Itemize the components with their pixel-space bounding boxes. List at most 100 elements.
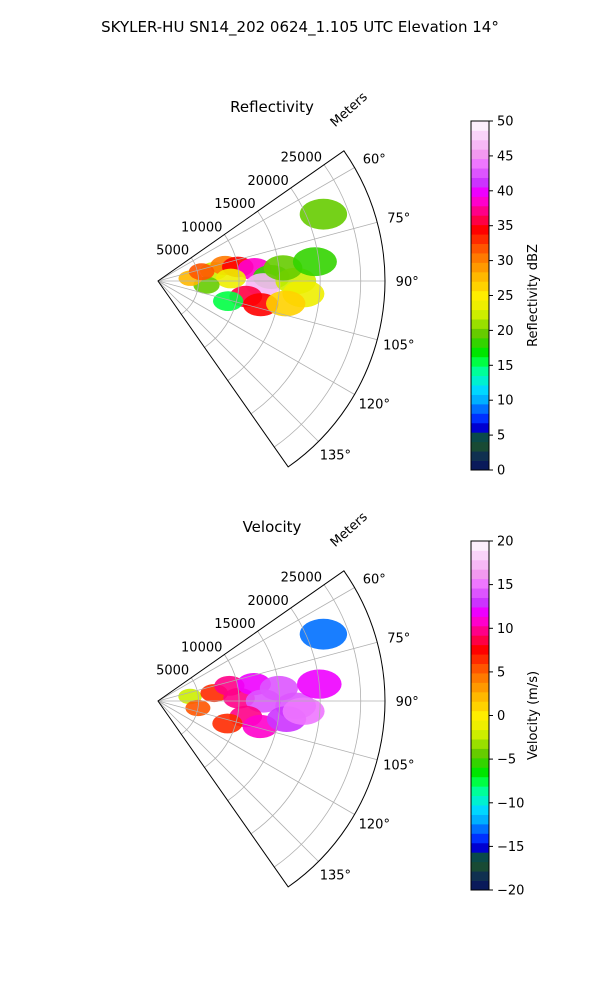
colorbar-segment (471, 578, 489, 589)
range-ring (274, 584, 361, 868)
colorbar-segment (471, 871, 489, 881)
colorbar-segment (471, 625, 489, 636)
colorbar-segment (471, 842, 489, 853)
sector-frame (157, 570, 386, 888)
colorbar-segment (471, 451, 489, 461)
azimuth-tick-label: 90° (396, 695, 419, 710)
colorbar-segment (471, 177, 489, 188)
range-tick-label: 15000 (214, 197, 255, 212)
sector-frame (157, 150, 386, 468)
colorbar-segment (471, 290, 489, 301)
colorbar-tick-label: 20 (497, 324, 514, 339)
azimuth-tick-label: 90° (396, 275, 419, 290)
colorbar-segment (471, 394, 489, 405)
colorbar-segment (471, 776, 489, 787)
range-tick-label: 25000 (281, 151, 322, 166)
colorbar-segment (471, 347, 489, 358)
colorbar-segment (471, 196, 489, 207)
colorbar-segment (471, 460, 489, 471)
reflectivity-echoes (178, 198, 348, 317)
colorbar-segment (471, 121, 489, 131)
colorbar-segment (471, 385, 489, 395)
colorbar-segment (471, 139, 489, 150)
colorbar-segment (471, 710, 489, 721)
echo-cell (299, 618, 348, 650)
colorbar-segment (471, 748, 489, 759)
colorbar-tick-label: 45 (497, 149, 514, 164)
colorbar-segment (471, 691, 489, 702)
colorbar-segment (471, 328, 489, 339)
colorbar-segment (471, 663, 489, 674)
colorbar-segment (471, 281, 489, 292)
colorbar-segment (471, 814, 489, 825)
azimuth-tick-label: 135° (320, 448, 351, 463)
azimuth-tick-label: 60° (363, 572, 386, 587)
range-ring (204, 234, 240, 348)
colorbar-tick-label: 15 (497, 578, 514, 593)
colorbar-tick-label: −20 (497, 884, 524, 899)
range-tick-label: 10000 (181, 221, 222, 236)
azimuth-spoke (157, 587, 355, 702)
range-ring (274, 164, 361, 448)
colorbar-segment (471, 168, 489, 178)
range-ring (250, 607, 321, 835)
colorbar-segment (471, 644, 489, 655)
azimuth-spoke (157, 221, 378, 282)
colorbar-segment (471, 833, 489, 844)
azimuth-tick-label: 75° (387, 632, 410, 647)
range-tick-label: 25000 (281, 571, 322, 586)
colorbar-segment (471, 215, 489, 226)
colorbar-segment (471, 403, 489, 414)
colorbar-segment (471, 701, 489, 712)
azimuth-tick-label: 75° (387, 212, 410, 227)
range-tick-label: 15000 (214, 617, 255, 632)
colorbar-segment (471, 823, 489, 834)
azimuth-spoke (157, 700, 355, 815)
range-ring (204, 654, 240, 768)
range-ring (227, 630, 281, 801)
colorbar-segment (471, 262, 489, 273)
colorbar-segment (471, 224, 489, 235)
azimuth-spoke (157, 700, 378, 761)
azimuth-tick-label: 120° (359, 818, 390, 833)
colorbar-tick-label: 40 (497, 184, 514, 199)
colorbar-label: Velocity (m/s) (526, 671, 541, 760)
colorbar-segment (471, 234, 489, 245)
colorbar-segment (471, 588, 489, 598)
figure-title: SKYLER-HU SN14_202 0624_1.105 UTC Elevat… (101, 18, 499, 37)
range-tick-label: 5000 (156, 244, 189, 259)
range-tick-label: 20000 (247, 594, 288, 609)
colorbar-segment (471, 337, 489, 348)
reflectivity-colorbar: 0 5 10 15 20 25 30 35 40 45 50 Reflectivity dBZ (470, 115, 541, 479)
colorbar-segment (471, 861, 489, 872)
azimuth-tick-label: 105° (383, 339, 414, 354)
colorbar-segment (471, 635, 489, 646)
colorbar-tick-label: 25 (497, 289, 514, 304)
colorbar-segment (471, 300, 489, 311)
colorbar-tick-label: 30 (497, 254, 514, 269)
radial-axis-label: Meters (328, 90, 371, 131)
range-tick-label: 10000 (181, 641, 222, 656)
colorbar-segment (471, 422, 489, 433)
colorbar-tick-label: 10 (497, 394, 514, 409)
velocity-title: Velocity (243, 518, 302, 536)
azimuth-tick-label: 105° (383, 759, 414, 774)
colorbar-segment (471, 130, 489, 141)
range-ring (227, 210, 281, 381)
colorbar-segment (471, 550, 489, 561)
colorbar-segment (471, 441, 489, 452)
colorbar-tick-label: 0 (497, 709, 505, 724)
echo-cell (212, 713, 243, 734)
colorbar-segment (471, 413, 489, 424)
colorbar-tick-label: −10 (497, 796, 524, 811)
colorbar-label: Reflectivity dBZ (526, 244, 541, 347)
reflectivity-panel: Reflectivity 60° 75° 90° 105° 120° 135° 5000 10… (156, 90, 541, 479)
azimuth-spoke (157, 280, 355, 395)
colorbar-segment (471, 569, 489, 580)
colorbar-tick-label: 20 (497, 535, 514, 550)
colorbar-segment (471, 852, 489, 863)
colorbar-segment (471, 366, 489, 377)
colorbar-segment (471, 880, 489, 891)
echo-cell (263, 255, 303, 281)
echo-cell (292, 247, 337, 277)
